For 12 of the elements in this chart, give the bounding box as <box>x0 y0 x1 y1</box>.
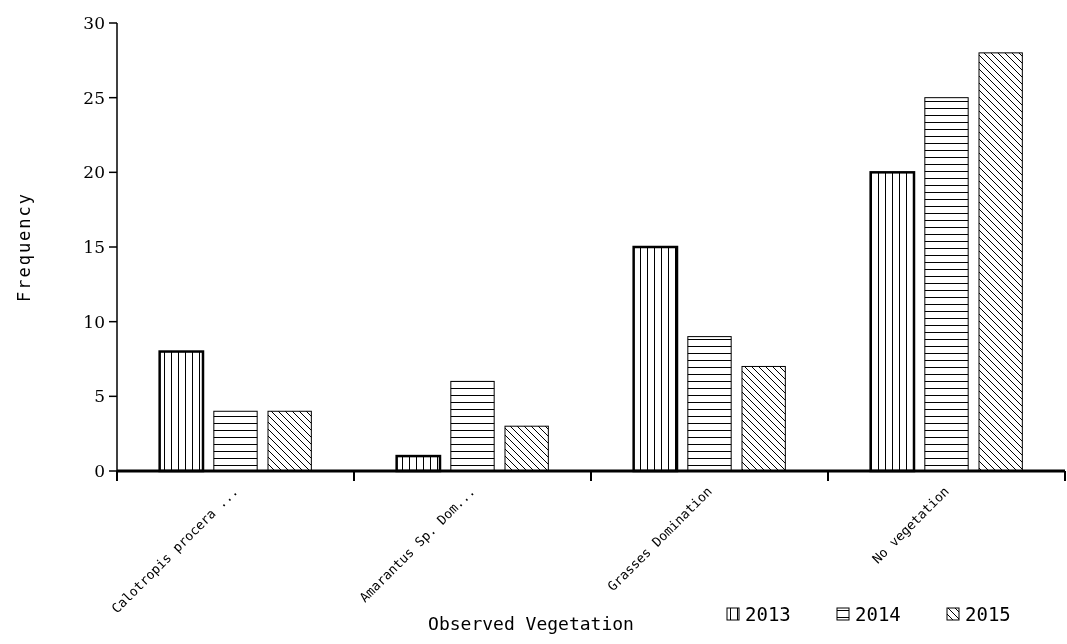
y-tick-label: 15 <box>83 236 105 257</box>
y-tick-label: 0 <box>94 460 105 481</box>
y-tick-label: 30 <box>83 12 105 33</box>
y-tick-label: 10 <box>83 311 105 332</box>
x-axis-title: Observed Vegetation <box>428 613 634 634</box>
y-axis-title: Frequency <box>14 191 34 303</box>
y-tick-label: 25 <box>83 87 105 108</box>
y-tick-label: 20 <box>83 162 105 183</box>
y-tick-label: 5 <box>94 386 105 407</box>
legend-label: 2014 <box>855 602 901 625</box>
legend-label: 2013 <box>745 602 791 625</box>
legend-label: 2015 <box>965 602 1011 625</box>
